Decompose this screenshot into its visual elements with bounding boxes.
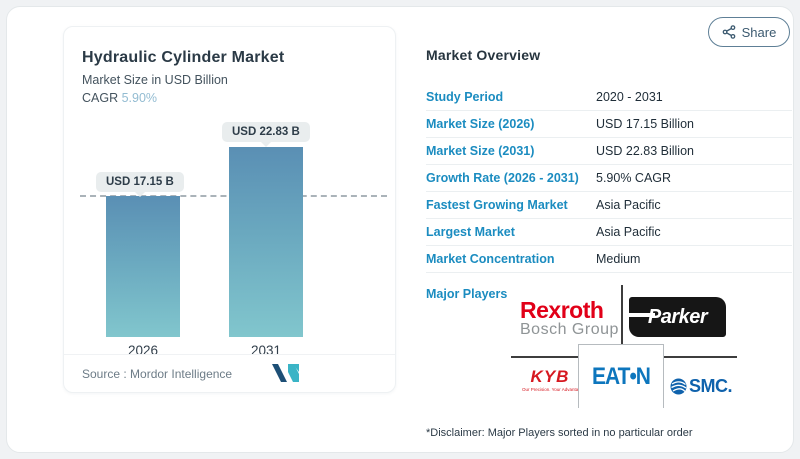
major-players-label: Major Players <box>426 287 508 301</box>
row-value: USD 22.83 Billion <box>596 144 694 158</box>
smc-logo-text: SMC. <box>689 376 733 396</box>
parker-logo-text: Parker <box>647 305 708 328</box>
share-label: Share <box>741 24 777 40</box>
source-label: Source : <box>82 367 131 381</box>
row-label: Study Period <box>426 90 504 104</box>
row-label: Largest Market <box>426 225 515 239</box>
table-row: Market Size (2031) USD 22.83 Billion <box>426 138 792 165</box>
kyb-logo: KYB Our Precision. Your Advantage. <box>522 367 585 392</box>
chart-cagr: CAGR 5.90% <box>82 91 157 105</box>
source-value: Mordor Intelligence <box>130 367 233 381</box>
row-label: Fastest Growing Market <box>426 198 568 212</box>
eaton-logo-text: EAT•N <box>592 362 651 390</box>
parker-logo: Parker <box>629 297 726 337</box>
smc-logo: SMC. <box>670 376 733 397</box>
row-value: 2020 - 2031 <box>596 90 663 104</box>
smc-globe-icon <box>670 378 687 395</box>
logo-horizontal-divider-left <box>511 356 579 358</box>
row-value: Asia Pacific <box>596 225 661 239</box>
bar-2031[interactable] <box>229 147 303 337</box>
bar-value-label-2031: USD 22.83 B <box>222 122 310 147</box>
market-chart-card: Hydraulic Cylinder Market Market Size in… <box>63 26 396 393</box>
source-row: Source : Mordor Intelligence <box>64 354 395 392</box>
disclaimer-text: *Disclaimer: Major Players sorted in no … <box>426 427 693 439</box>
share-icon <box>722 25 735 39</box>
table-row: Market Size (2026) USD 17.15 Billion <box>426 111 792 138</box>
row-label: Market Size (2026) <box>426 117 535 131</box>
row-label: Market Size (2031) <box>426 144 535 158</box>
rexroth-bosch-logo: Rexroth Bosch Group <box>520 298 619 339</box>
table-row: Study Period 2020 - 2031 <box>426 84 792 111</box>
table-row: Fastest Growing Market Asia Pacific <box>426 192 792 219</box>
market-overview-card: Hydraulic Cylinder Market Market Size in… <box>6 6 794 453</box>
table-row: Growth Rate (2026 - 2031) 5.90% CAGR <box>426 165 792 192</box>
row-value: Medium <box>596 252 641 266</box>
bar-chart: USD 17.15 B USD 22.83 B 2026 2031 <box>64 27 395 392</box>
table-row: Market Concentration Medium <box>426 246 792 273</box>
eaton-logo: EAT•N <box>578 344 664 408</box>
cagr-label: CAGR <box>82 91 122 105</box>
source-text: Source : Mordor Intelligence <box>82 367 232 381</box>
logo-vertical-divider <box>621 285 623 344</box>
kyb-tagline: Our Precision. Your Advantage. <box>522 387 585 392</box>
bar-value-label-2026: USD 17.15 B <box>96 172 184 197</box>
share-button[interactable]: Share <box>708 17 790 47</box>
logo-horizontal-divider-right <box>664 356 737 358</box>
row-label: Growth Rate (2026 - 2031) <box>426 171 579 185</box>
table-row: Largest Market Asia Pacific <box>426 219 792 246</box>
kyb-logo-text: KYB <box>530 367 570 386</box>
row-value: 5.90% CAGR <box>596 171 672 185</box>
chart-title: Hydraulic Cylinder Market <box>82 49 285 66</box>
bosch-group-logo-text: Bosch Group <box>520 321 619 339</box>
chart-subtitle: Market Size in USD Billion <box>82 73 228 87</box>
mordor-intelligence-icon <box>272 364 299 382</box>
row-value: USD 17.15 Billion <box>596 117 694 131</box>
overview-table: Study Period 2020 - 2031 Market Size (202… <box>426 84 792 273</box>
panel-title: Market Overview <box>426 47 541 63</box>
row-label: Market Concentration <box>426 252 555 266</box>
cagr-value: 5.90% <box>121 91 158 105</box>
bar-2026[interactable] <box>106 196 180 337</box>
rexroth-logo-text: Rexroth <box>520 297 604 323</box>
row-value: Asia Pacific <box>596 198 661 212</box>
